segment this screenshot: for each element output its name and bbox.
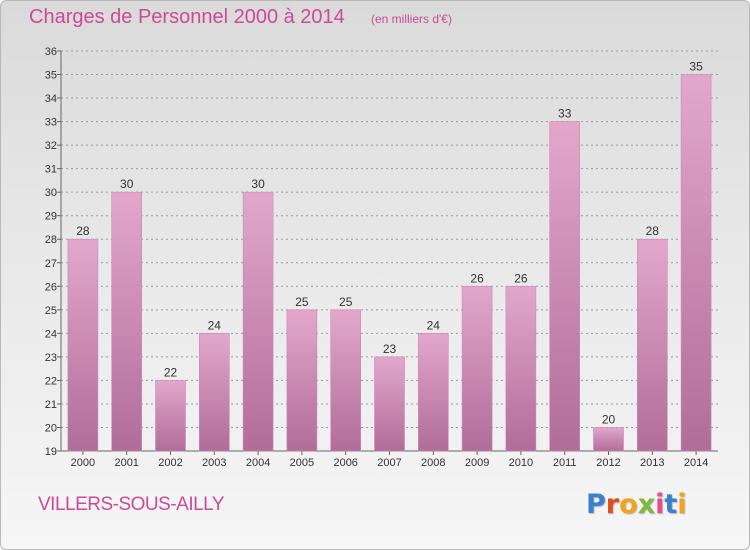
y-tick-label: 27 xyxy=(45,258,57,270)
y-tick-label: 21 xyxy=(45,399,57,411)
bar-2008 xyxy=(417,333,449,452)
bar-2005 xyxy=(286,309,318,452)
data-label-2012: 20 xyxy=(602,412,616,426)
x-tick-label-2000: 2000 xyxy=(71,457,95,469)
logo-letter: t xyxy=(664,489,678,520)
y-tick-label: 31 xyxy=(45,164,57,176)
bar-2013 xyxy=(636,238,668,452)
y-tick-label: 23 xyxy=(45,352,57,364)
data-label-2010: 26 xyxy=(514,271,528,285)
bar-2012 xyxy=(593,427,624,452)
bar-2007 xyxy=(374,356,405,452)
x-tick-label-2004: 2004 xyxy=(246,457,270,469)
bar-2010 xyxy=(505,285,537,452)
chart-subtitle: (en milliers d'€) xyxy=(371,12,452,26)
bars xyxy=(67,74,712,452)
x-tick-label-2011: 2011 xyxy=(553,457,577,469)
x-tick-label-2001: 2001 xyxy=(114,457,138,469)
y-tick-label: 32 xyxy=(45,140,57,152)
data-label-2009: 26 xyxy=(470,271,484,285)
x-tick-label-2005: 2005 xyxy=(290,457,314,469)
y-tick-label: 35 xyxy=(45,70,57,82)
data-label-2004: 30 xyxy=(251,177,265,191)
y-tick-label: 28 xyxy=(45,234,57,246)
y-tick-label: 19 xyxy=(45,446,57,458)
y-tick-label: 26 xyxy=(45,281,57,293)
logo-letter: i xyxy=(677,489,687,520)
data-label-2000: 28 xyxy=(76,224,90,238)
data-label-2013: 28 xyxy=(646,224,660,238)
x-tick-label-2006: 2006 xyxy=(333,457,357,469)
data-label-2002: 22 xyxy=(164,365,178,379)
x-tick-label-2009: 2009 xyxy=(465,457,489,469)
y-tick-label: 20 xyxy=(45,422,57,434)
x-tick-label-2013: 2013 xyxy=(640,457,664,469)
bar-2011 xyxy=(549,121,581,452)
y-tick-label: 25 xyxy=(45,305,57,317)
logo-letter: P xyxy=(586,489,606,520)
y-tick-label: 34 xyxy=(45,93,57,105)
bar-2009 xyxy=(461,285,493,452)
bar-2014 xyxy=(680,74,712,452)
x-tick-label-2014: 2014 xyxy=(684,457,708,469)
logo-letter: x xyxy=(637,489,656,520)
x-tick-label-2010: 2010 xyxy=(509,457,533,469)
logo-letter: o xyxy=(619,489,638,520)
proxiti-logo: Proxiti xyxy=(586,489,687,520)
bar-2004 xyxy=(242,191,274,452)
data-label-2008: 24 xyxy=(427,318,441,332)
bar-2003 xyxy=(199,333,230,452)
data-label-2014: 35 xyxy=(689,60,703,74)
x-tick-label-2007: 2007 xyxy=(377,457,401,469)
commune-name: VILLERS-SOUS-AILLY xyxy=(38,494,225,515)
data-label-2006: 25 xyxy=(339,295,353,309)
bar-2006 xyxy=(330,309,362,452)
bar-2001 xyxy=(111,191,142,452)
y-tick-label: 36 xyxy=(45,46,57,58)
logo-letter: r xyxy=(605,489,620,520)
data-label-2011: 33 xyxy=(558,107,572,121)
y-tick-label: 30 xyxy=(45,187,57,199)
data-label-2001: 30 xyxy=(120,177,134,191)
data-label-2005: 25 xyxy=(295,295,309,309)
bar-2002 xyxy=(155,380,186,452)
data-label-2007: 23 xyxy=(383,342,397,356)
y-tick-label: 22 xyxy=(45,375,57,387)
x-tick-label-2002: 2002 xyxy=(158,457,182,469)
y-tick-label: 24 xyxy=(45,328,57,340)
y-tick-label: 33 xyxy=(45,117,57,129)
x-tick-label-2003: 2003 xyxy=(202,457,226,469)
x-tick-label-2008: 2008 xyxy=(421,457,445,469)
data-label-2003: 24 xyxy=(208,318,222,332)
data-labels: 28 30 22 24 30 25 25 23 24 26 26 33 20 28 35 xyxy=(76,60,703,427)
bar-2000 xyxy=(67,238,99,452)
chart-title: Charges de Personnel 2000 à 2014 xyxy=(29,6,345,28)
y-tick-label: 29 xyxy=(45,211,57,223)
logo-letter: i xyxy=(655,489,665,520)
x-tick-labels: 2000 2001 2002 2003 2004 2005 2006 2007 2008 2009… xyxy=(71,457,709,469)
x-tick-label-2012: 2012 xyxy=(596,457,620,469)
y-tick-labels: 19 20 21 22 23 24 25 26 27 28 29 30 31 32 33 34 35 36 xyxy=(45,46,57,458)
